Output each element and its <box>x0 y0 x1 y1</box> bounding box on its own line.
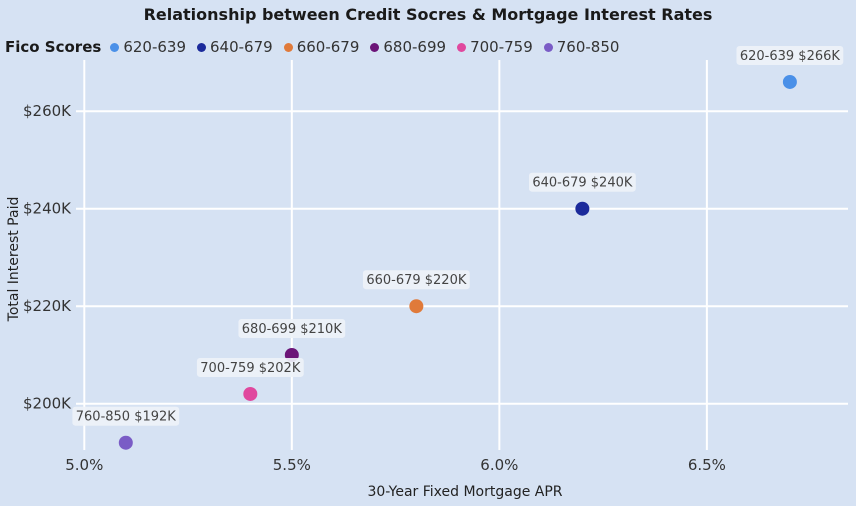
legend-marker <box>457 42 467 52</box>
legend-marker <box>110 42 120 52</box>
y-tick-label: $220K <box>23 297 72 315</box>
data-label: 680-699 $210K <box>242 322 343 337</box>
legend-label: 660-679 <box>296 38 360 56</box>
data-point <box>782 74 797 89</box>
x-axis-label: 30-Year Fixed Mortgage APR <box>367 484 563 500</box>
legend-label: 700-759 <box>470 38 533 56</box>
data-label: 660-679 $220K <box>366 273 467 288</box>
data-point <box>575 201 590 216</box>
legend-title: Fico Scores <box>5 38 102 56</box>
y-tick-label: $200K <box>23 395 72 413</box>
legend-item[interactable]: 760-850 <box>543 38 620 56</box>
data-label-background <box>196 357 304 377</box>
legend-item[interactable]: 660-679 <box>283 38 360 56</box>
data-point <box>118 435 133 450</box>
data-label-background <box>362 270 470 290</box>
y-tick-label: $240K <box>23 200 72 218</box>
x-tick-label: 6.5% <box>688 456 726 474</box>
legend-label: 760-850 <box>556 38 620 56</box>
data-label-background <box>238 318 346 338</box>
data-label: 700-759 $202K <box>200 361 301 376</box>
legend-marker <box>370 42 380 52</box>
legend-marker <box>543 42 553 52</box>
legend-label: 640-679 <box>210 38 273 56</box>
legend-item[interactable]: 680-699 <box>370 38 446 56</box>
data-label: 620-639 $266K <box>740 49 841 64</box>
legend-marker <box>197 42 206 52</box>
data-label: 640-679 $240K <box>532 176 633 191</box>
legend-label: 680-699 <box>383 38 447 56</box>
data-label-background <box>528 172 636 192</box>
x-tick-label: 5.5% <box>273 456 311 474</box>
x-tick-label: 6.0% <box>480 456 518 474</box>
data-point <box>409 299 424 314</box>
x-tick-label: 5.0% <box>65 456 103 474</box>
legend-marker <box>283 42 293 52</box>
legend-item[interactable]: 700-759 <box>457 38 533 56</box>
legend-item[interactable]: 640-679 <box>197 38 273 56</box>
legend-item[interactable]: 620-639 <box>110 38 186 56</box>
chart-title: Relationship between Credit Socres & Mor… <box>143 5 713 24</box>
y-tick-label: $260K <box>23 102 72 120</box>
legend-items: 620-639 640-679 660-679 680-699 700-759 760-8… <box>110 38 630 56</box>
legend-label: 620-639 <box>123 38 186 56</box>
data-point <box>243 386 258 401</box>
legend: Fico Scores 620-639 640-679 660-679 680-699… <box>5 38 630 56</box>
data-label: 760-850 $192K <box>76 410 177 425</box>
data-label-background <box>736 45 844 65</box>
data-label-background <box>72 406 180 426</box>
